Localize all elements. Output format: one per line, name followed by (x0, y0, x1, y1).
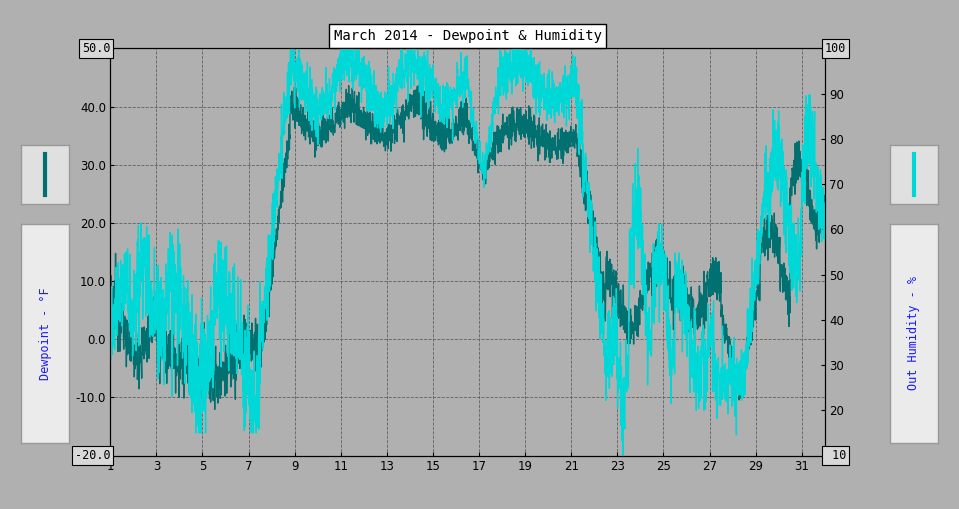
Text: Dewpoint - °F: Dewpoint - °F (38, 287, 52, 380)
Text: 100: 100 (825, 42, 846, 55)
Text: 10: 10 (825, 449, 846, 462)
Text: Out Humidity - %: Out Humidity - % (907, 276, 921, 390)
Title: March 2014 - Dewpoint & Humidity: March 2014 - Dewpoint & Humidity (334, 29, 601, 43)
Text: 50.0: 50.0 (82, 42, 110, 55)
Text: -20.0: -20.0 (75, 449, 110, 462)
